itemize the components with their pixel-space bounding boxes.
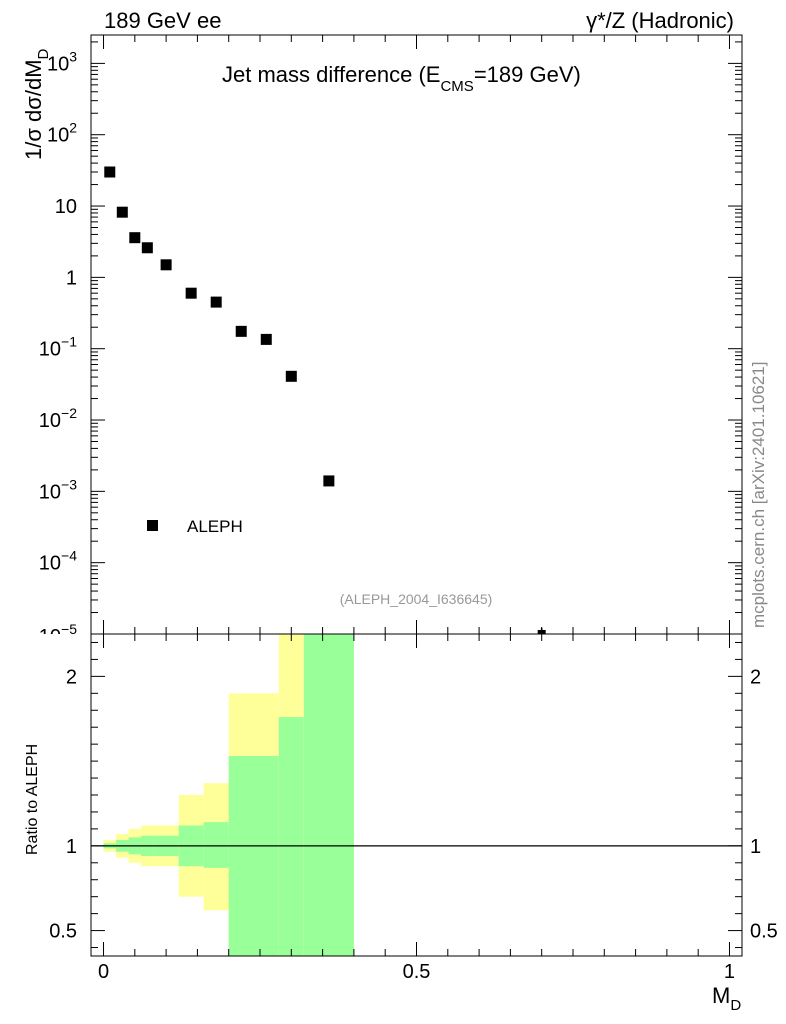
bottom-y-tick-label-right: 1 — [750, 836, 761, 858]
data-point — [323, 475, 335, 487]
x-axis-label-main: M — [712, 983, 730, 1008]
top-y-axis-label: 1/σ dσ/dMD — [21, 48, 52, 160]
top-y-ticks: 10−4 10−3 10−2 10−1 1 10 102 103 10−5 — [39, 35, 742, 648]
bottom-y-axis-label: Ratio to ALEPH — [24, 744, 41, 855]
data-point — [285, 370, 297, 382]
data-point — [210, 296, 222, 308]
bottom-y-tick-label: 2 — [66, 666, 77, 688]
plot-title-tail: =189 GeV) — [474, 62, 581, 87]
data-point — [160, 259, 172, 271]
top-data-points — [104, 166, 546, 634]
top-y-tick-label: 1 — [66, 267, 77, 289]
header-left: 189 GeV ee — [104, 8, 221, 33]
plot-title-sub: CMS — [440, 78, 473, 95]
bottom-y-tick-label: 1 — [66, 836, 77, 858]
top-y-tick-label: 10−3 — [39, 476, 77, 503]
x-tick-label: 0.5 — [403, 961, 431, 983]
x-tick-label: 0 — [98, 961, 109, 983]
bottom-x-ticks: 0 0.5 1 — [98, 634, 735, 983]
top-y-tick-label: 10−1 — [39, 334, 77, 361]
bottom-y-tick-label: 0.5 — [49, 921, 77, 943]
bottom-y-tick-label-right: 2 — [750, 666, 761, 688]
ratio-bands — [103, 634, 354, 956]
top-y-tick-label: 103 — [47, 48, 77, 75]
plot-title: Jet mass difference (ECMS=189 GeV) — [222, 62, 581, 95]
analysis-id: (ALEPH_2004_I636645) — [340, 591, 493, 607]
top-y-tick-label: 10−4 — [39, 548, 77, 575]
top-y-axis-label-main: 1/σ dσ/dM — [21, 59, 46, 160]
x-axis-label-sub: D — [730, 997, 741, 1014]
top-y-tick-label-cut: 10−5 — [39, 621, 77, 648]
ratio-band-green — [278, 717, 304, 956]
data-point — [141, 242, 153, 254]
data-point — [185, 287, 197, 299]
legend-marker — [147, 520, 158, 531]
bottom-y-ticks: 0.5 0.5 1 1 2 2 — [49, 641, 778, 949]
top-y-axis-label-sub: D — [35, 48, 52, 59]
top-y-tick-label: 10−2 — [39, 405, 77, 432]
ratio-band-green — [203, 822, 229, 868]
x-axis-label: MD — [712, 983, 741, 1014]
ratio-band-green — [228, 756, 279, 956]
ratio-band-green — [303, 634, 354, 956]
data-point — [260, 333, 272, 345]
bottom-y-tick-label-right: 0.5 — [750, 921, 778, 943]
data-point — [116, 206, 128, 218]
header-right: γ*/Z (Hadronic) — [586, 8, 734, 33]
top-y-tick-label: 10 — [55, 196, 77, 218]
bottom-panel: 0.5 0.51 12 2 0 0.5 1 Ratio to ALEPH MD — [24, 633, 778, 1014]
data-point — [129, 232, 141, 244]
legend-label: ALEPH — [187, 517, 243, 536]
watermark: mcplots.cern.ch [arXiv:2401.10621] — [749, 362, 768, 628]
top-panel-frame — [90, 34, 743, 635]
top-y-tick-label: 102 — [47, 120, 77, 147]
top-panel: 10−4 10−3 10−2 10−1 1 10 102 103 10−5 Jet mass d… — [21, 34, 743, 648]
x-tick-label: 1 — [724, 961, 735, 983]
data-point — [104, 166, 116, 178]
data-point — [235, 325, 247, 337]
plot-title-main: Jet mass difference (E — [222, 62, 440, 87]
